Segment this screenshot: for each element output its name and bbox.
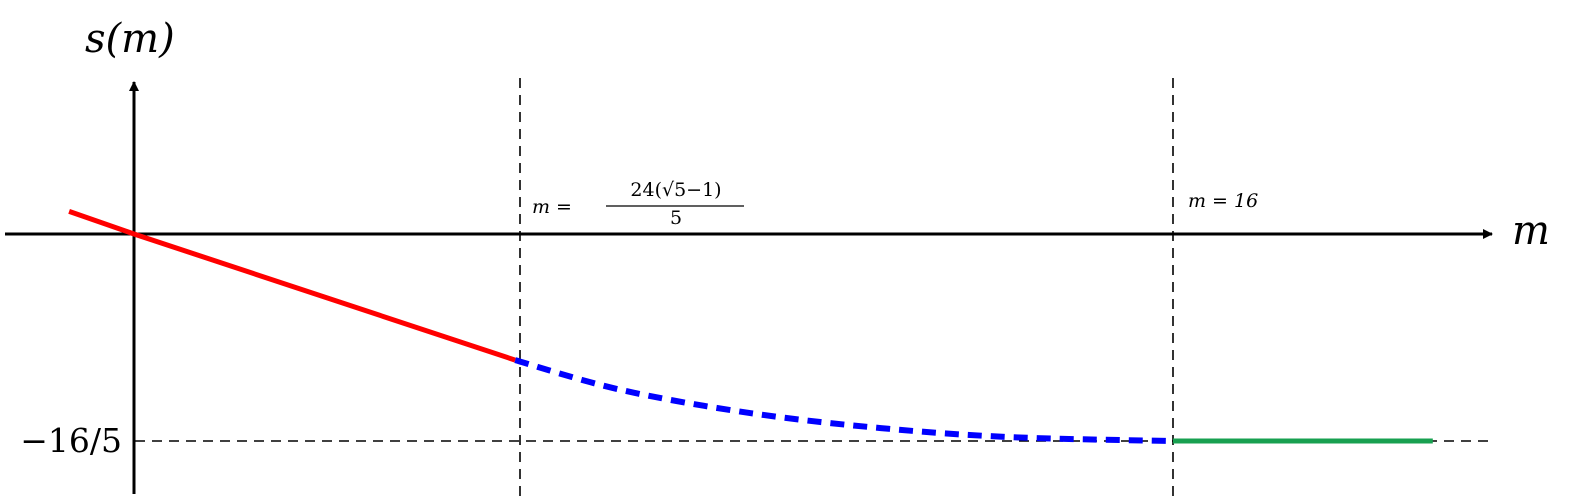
x-axis-label: m	[1512, 208, 1550, 254]
series-red-line	[68, 209, 516, 363]
vline2-label: m = 16	[1188, 190, 1258, 212]
vline1-label-numerator: 24(√5−1)	[630, 179, 721, 201]
y-axis-label: s(m)	[85, 16, 175, 62]
series-blue-dashed-curve	[514, 357, 1174, 444]
vline1-label-denominator: 5	[670, 207, 682, 229]
y-tick-label: −16/5	[20, 421, 122, 460]
vline1-label-prefix: m =	[532, 196, 572, 218]
